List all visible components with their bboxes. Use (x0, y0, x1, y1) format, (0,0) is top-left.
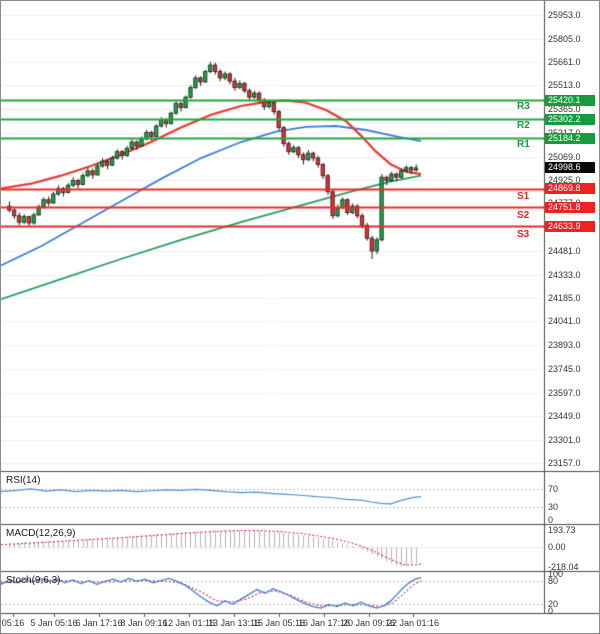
trading-chart-window: R3 R2 R1 S1 S2 S3 RSI(14) MACD(12,26,9) … (0, 0, 600, 634)
price-chart-canvas[interactable] (1, 1, 599, 633)
